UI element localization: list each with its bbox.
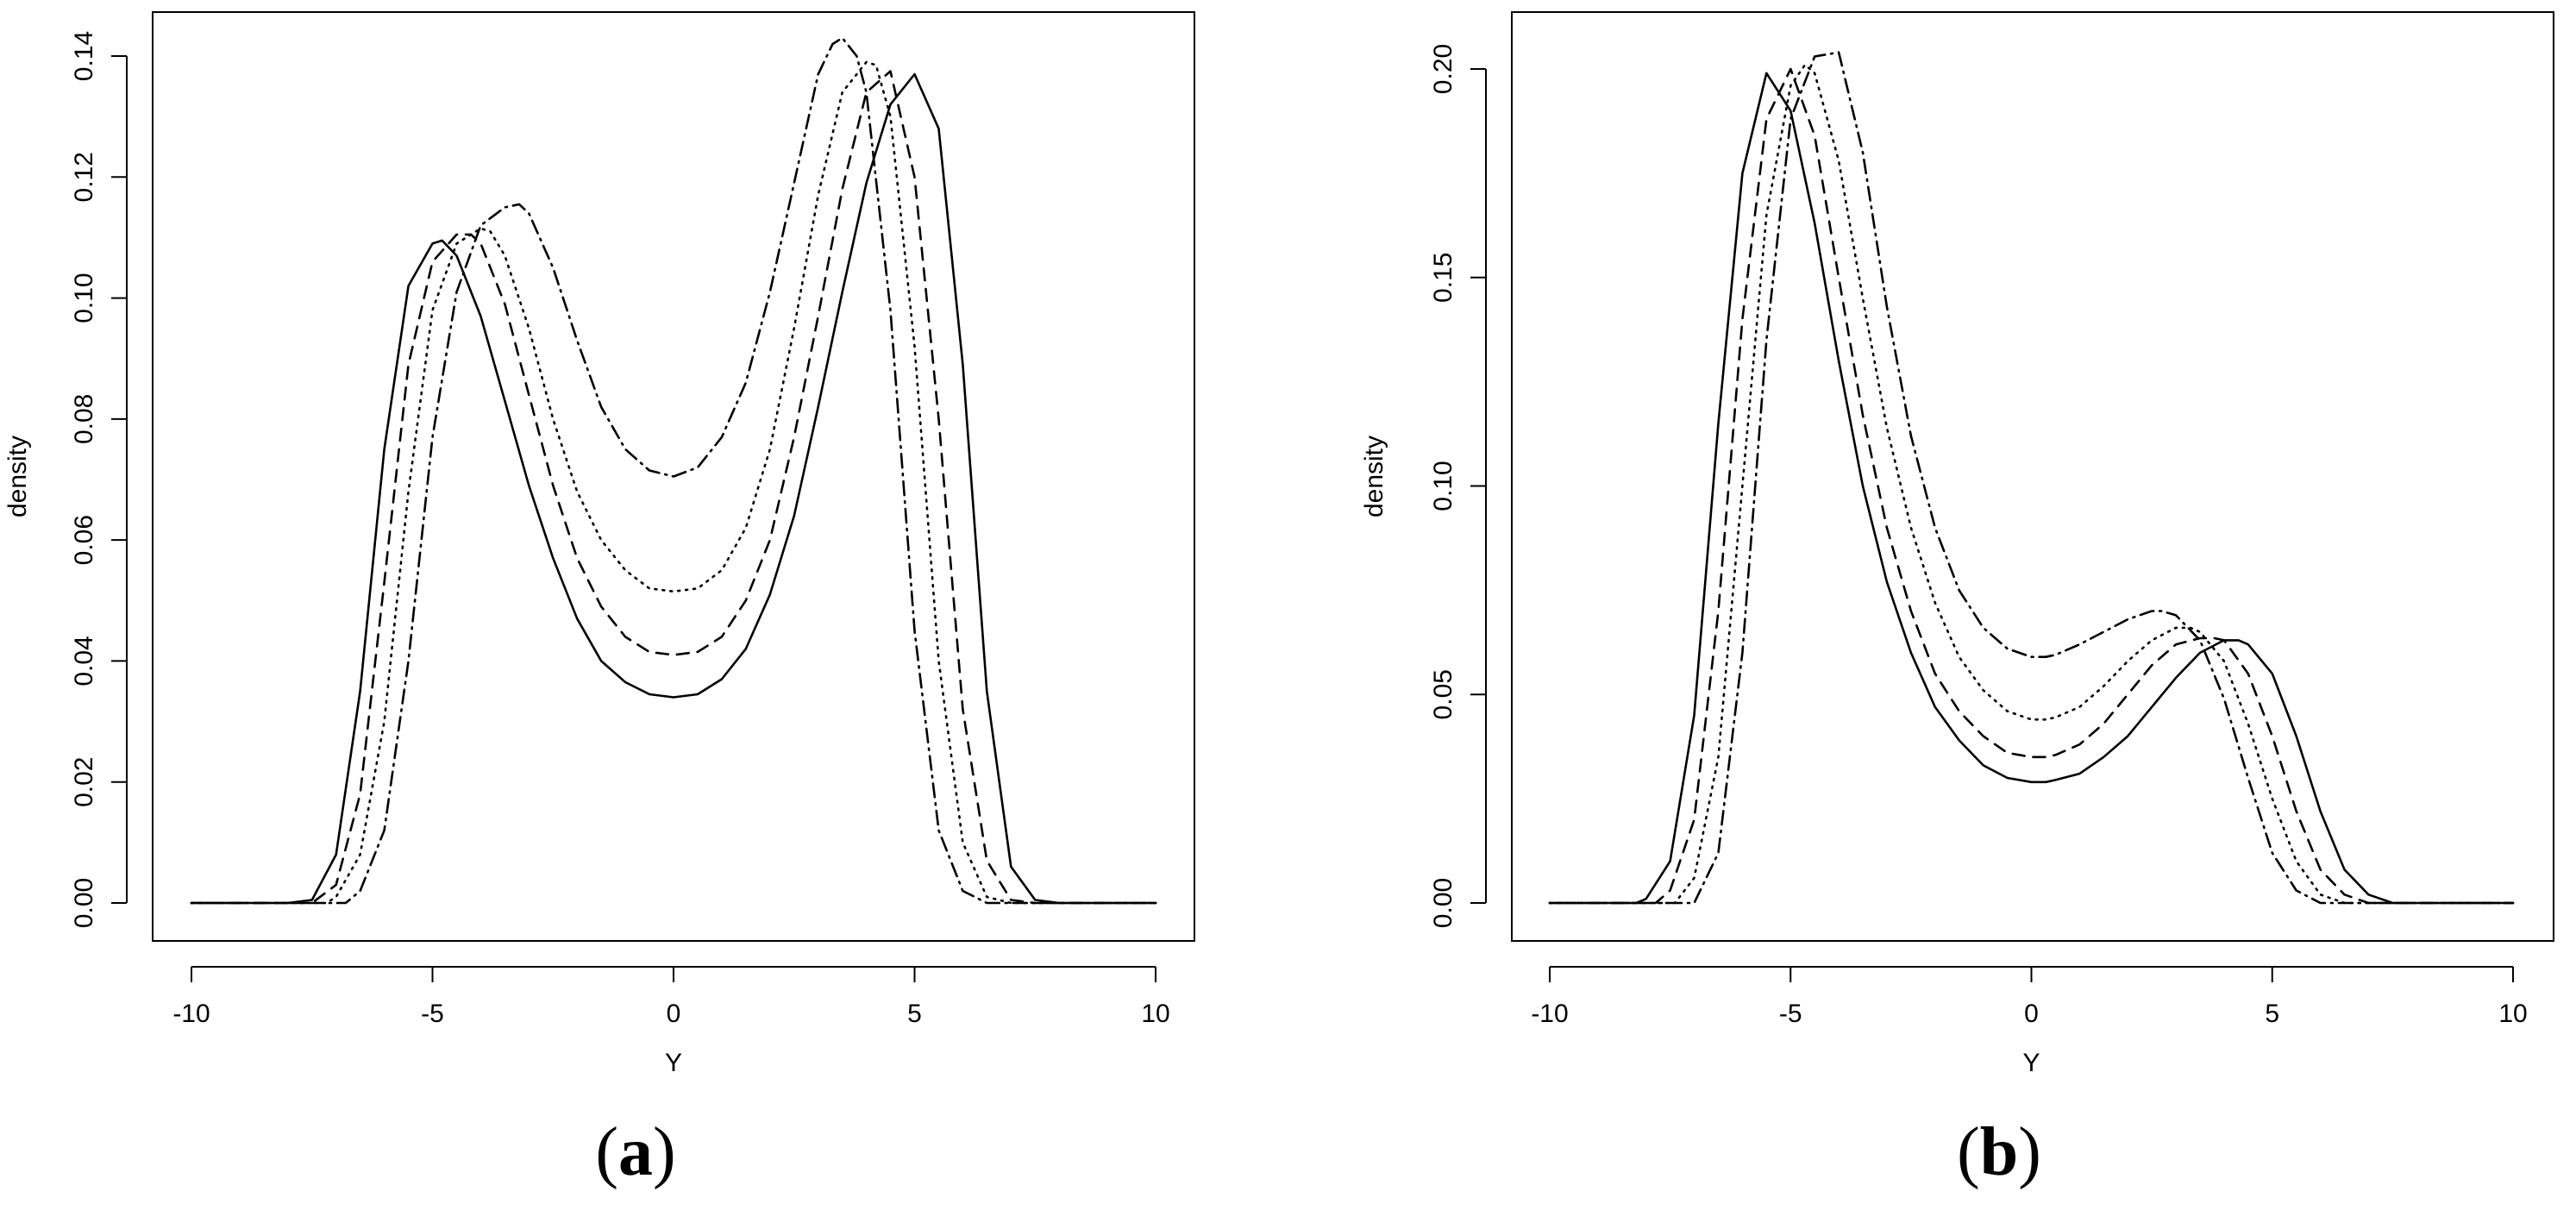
x-tick-label: -5 (1779, 1000, 1802, 1028)
series-line-dotdash (190, 36, 1157, 905)
y-tick-label: 0.14 (70, 31, 98, 81)
y-tick-label: 0.00 (70, 878, 98, 928)
plot-frame (1511, 11, 2554, 942)
panel-label: (b) (1957, 1114, 2041, 1190)
y-tick-label: 0.15 (1429, 253, 1457, 303)
y-tick-label: 0.10 (70, 273, 98, 323)
y-axis-label: density (1360, 436, 1388, 517)
x-tick-label: 0 (667, 1000, 681, 1028)
x-axis-label: Y (665, 1049, 682, 1077)
panel-label: (a) (595, 1114, 675, 1190)
y-tick-label: 0.20 (1429, 44, 1457, 94)
y-tick-label: 0.12 (70, 152, 98, 202)
y-axis-label: density (3, 436, 32, 517)
x-tick-label: 0 (2024, 1000, 2039, 1028)
y-tick-label: 0.02 (70, 757, 98, 807)
series-line-solid (190, 72, 1157, 905)
y-tick-label: 0.04 (70, 636, 98, 686)
series-line-solid (1548, 72, 2515, 905)
y-tick-label: 0.00 (1429, 878, 1457, 928)
series-line-dashed (1548, 67, 2515, 905)
x-tick-label: 10 (2498, 1000, 2527, 1028)
x-tick-label: -10 (1531, 1000, 1568, 1028)
chart-panel-a: -10 -5 0 5 10 0.00 0.02 0.04 0.06 0.08 0.10 0.12 0.1… (3, 11, 1195, 1190)
y-tick-label: 0.08 (70, 394, 98, 444)
x-tick-label: -10 (172, 1000, 210, 1028)
series-line-dotted (1548, 63, 2515, 905)
y-tick-label: 0.06 (70, 515, 98, 565)
y-tick-label: 0.10 (1429, 461, 1457, 511)
y-tick-label: 0.05 (1429, 669, 1457, 719)
series-line-dotted (190, 60, 1157, 905)
x-tick-label: 5 (2265, 1000, 2279, 1028)
x-tick-label: -5 (421, 1000, 444, 1028)
plot-frame (152, 11, 1195, 942)
x-tick-label: 5 (907, 1000, 922, 1028)
x-tick-label: 10 (1141, 1000, 1169, 1028)
series-line-dashed (190, 70, 1157, 905)
x-axis-label: Y (2022, 1049, 2040, 1077)
series-line-dotdash (1548, 51, 2515, 905)
